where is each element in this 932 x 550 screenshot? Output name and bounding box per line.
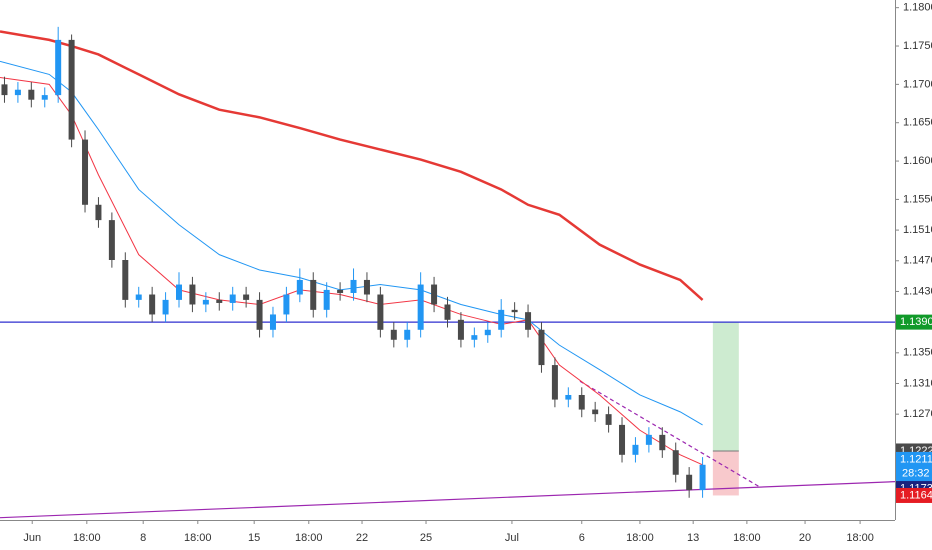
candle-body [68,39,75,140]
candle-body [377,294,384,330]
candle-body [605,414,612,425]
x-tick-label: 18:00 [73,532,101,544]
candle-body [108,220,115,260]
x-tick-label: 15 [248,532,260,544]
candle-body [296,279,303,295]
candle-body [498,309,505,330]
x-tick-label: 20 [799,532,811,544]
x-tick-label: 13 [687,532,699,544]
y-tick-label: 1.1510 [903,224,932,236]
x-tick-label: 18:00 [733,532,761,544]
candle-body [122,260,129,300]
candle-body [484,329,491,336]
candle-body [28,89,35,100]
x-tick-label: 18:00 [184,532,212,544]
candle-body [632,444,639,455]
candle-body [243,294,250,300]
candle-body [82,139,89,205]
candle-body [202,299,209,305]
candle-body [457,319,464,340]
candle-body [216,299,223,303]
candle-body [538,329,545,366]
candle-body [417,284,424,330]
x-tick-label: 6 [579,532,585,544]
moving-average [0,30,704,301]
candle-body [14,89,21,96]
profit-zone [712,322,739,451]
x-tick-label: Jul [505,532,519,544]
candle-body [565,394,572,400]
price-label-box [896,487,932,503]
candle-body [149,294,156,315]
candle-body [162,299,169,315]
candle-body [41,95,48,100]
price-label-box [896,314,932,330]
candle-body [525,312,532,330]
candle-body [578,394,585,410]
candle-body [511,309,518,313]
candle-body [95,204,102,221]
candle-body [645,434,652,445]
y-tick-label: 1.1310 [903,377,932,389]
countdown: 28:32 [902,467,930,479]
candle-body [310,279,317,310]
moving-average [0,60,703,426]
x-tick-label: Jun [23,532,41,544]
candle-body [55,39,62,96]
price-label: 1.1164 [900,489,932,501]
x-tick-label: 18:00 [626,532,654,544]
candle-body [619,424,626,455]
x-tick-label: 18:00 [295,532,323,544]
candle-body [176,284,182,300]
y-tick-label: 1.1800 [903,2,932,14]
x-tick-label: 22 [356,532,368,544]
candle-body [337,289,344,293]
candle-body [229,294,236,303]
candle-body [363,279,370,295]
price-label: 1.1390 [900,316,932,328]
y-tick-label: 1.1430 [903,285,932,297]
candle-body [350,279,357,293]
y-tick-label: 1.1750 [903,40,932,52]
candle-body [135,294,142,300]
candle-body [659,434,666,451]
y-tick-label: 1.1270 [903,408,932,420]
x-tick-label: 8 [140,532,146,544]
y-tick-label: 1.1550 [903,193,932,205]
candle-body [1,84,8,96]
candle-body [699,464,706,491]
candle-body [444,304,451,320]
candle-body [471,335,478,340]
price-label: 1.1211 [900,453,932,465]
candle-body [256,299,263,330]
y-tick-label: 1.1650 [903,117,932,129]
y-tick-label: 1.1470 [903,255,932,267]
price-label-box [896,451,932,482]
candle-body [551,365,558,400]
y-tick-label: 1.1700 [903,78,932,90]
candle-body [686,474,693,491]
candle-body [592,409,599,415]
candle-body [269,314,276,330]
candle-body [390,329,397,340]
y-tick-label: 1.1600 [903,155,932,167]
x-tick-label: 25 [420,532,432,544]
x-tick-label: 18:00 [846,532,874,544]
candle-body [323,289,330,310]
candle-body [431,284,438,305]
moving-average [0,76,703,466]
candle-body [189,284,196,305]
candle-body [404,329,411,340]
candle-body [283,294,290,315]
y-tick-label: 1.1350 [903,347,932,359]
candle-body [672,450,679,475]
trend-line [0,481,896,519]
